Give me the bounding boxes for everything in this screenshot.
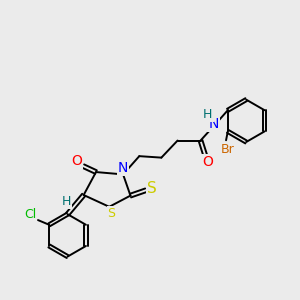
Text: N: N <box>118 161 128 175</box>
Text: Br: Br <box>221 143 235 157</box>
Text: O: O <box>71 154 82 168</box>
Text: S: S <box>108 207 116 220</box>
Text: S: S <box>147 181 157 196</box>
Text: N: N <box>208 117 219 131</box>
Text: O: O <box>202 155 213 169</box>
Text: H: H <box>61 195 71 208</box>
Text: Cl: Cl <box>24 208 37 221</box>
Text: H: H <box>203 108 213 122</box>
